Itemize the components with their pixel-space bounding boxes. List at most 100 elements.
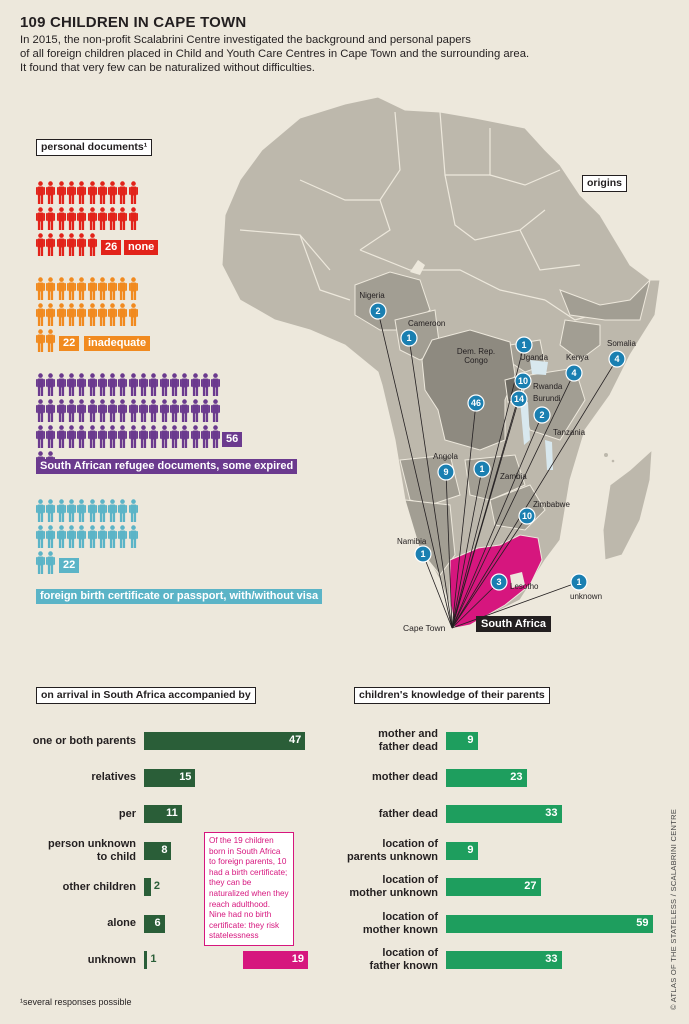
bar-category-label: relatives (91, 771, 136, 783)
bar-category-label: other children (62, 880, 136, 893)
person-icon (46, 499, 56, 523)
person-icon (190, 425, 200, 449)
origin-count: 3 (496, 577, 501, 587)
bar-category-label: mother and father dead (378, 728, 438, 753)
person-icon (149, 373, 159, 397)
bar-category-label: father dead (378, 807, 438, 820)
person-icon (87, 425, 97, 449)
origin-marker (467, 394, 485, 412)
person-icon (128, 499, 138, 523)
person-icon (77, 399, 87, 423)
bar-value-label: 15 (179, 770, 192, 783)
person-icon (87, 181, 97, 205)
origin-marker (510, 390, 528, 408)
person-icon (56, 181, 66, 205)
bar-category-label: unknown (87, 953, 136, 966)
origin-count: 14 (514, 394, 524, 404)
person-icon (66, 399, 76, 423)
person-icon (128, 525, 138, 549)
person-icon (77, 499, 87, 523)
person-icon (118, 425, 128, 449)
migration-line (451, 581, 500, 629)
person-icon (77, 425, 87, 449)
doc-inadequate-count: 22 (59, 336, 80, 351)
person-icon (108, 425, 118, 449)
person-icon (108, 499, 118, 523)
origin-count: 1 (521, 340, 526, 350)
bar-value-label: 8 (161, 843, 168, 856)
person-icon (36, 207, 45, 231)
person-icon (77, 181, 87, 205)
person-icon (36, 233, 45, 257)
bar (446, 914, 653, 933)
bar-category-label: alone (107, 917, 136, 929)
origin-count: 1 (406, 333, 411, 343)
person-icon (66, 373, 76, 397)
person-icon (159, 399, 169, 423)
person-icon (97, 303, 107, 327)
person-icon (180, 425, 190, 449)
migration-line (451, 515, 528, 629)
person-icon (66, 207, 76, 231)
person-icon (56, 499, 66, 523)
country-label: Zimbabwe (533, 500, 570, 509)
person-icon (128, 399, 138, 423)
origin-count: 10 (522, 511, 532, 521)
person-icon (66, 499, 76, 523)
person-icon (46, 303, 56, 327)
person-icon (56, 303, 66, 327)
migration-line (408, 337, 453, 629)
person-icon (139, 425, 148, 449)
bar (144, 878, 151, 896)
person-icon (36, 303, 45, 327)
page-title: 109 CHILDREN IN CAPE TOWN (20, 14, 247, 31)
person-icon (66, 525, 76, 549)
person-icon (108, 399, 118, 423)
bar (144, 768, 196, 787)
person-icon (108, 207, 118, 231)
doc-refugee-count: 56 (222, 432, 243, 447)
person-icon (169, 373, 179, 397)
origin-count: 46 (471, 398, 481, 408)
person-icon (128, 303, 138, 327)
bar-value-label: 6 (154, 916, 161, 929)
country-label: Somalia (607, 339, 636, 348)
person-icon (56, 373, 66, 397)
country-label: Zambia (500, 472, 527, 481)
person-icon (159, 373, 169, 397)
person-icon (97, 373, 107, 397)
person-icon (87, 277, 97, 301)
person-icon (211, 373, 221, 397)
person-icon (36, 181, 45, 205)
migration-line (451, 581, 580, 629)
bar (446, 768, 527, 787)
bar-value-label: 11 (166, 807, 178, 819)
cape-town-label: Cape Town (403, 623, 446, 633)
country-borders (239, 111, 611, 321)
person-icon (77, 525, 87, 549)
person-icon (87, 207, 97, 231)
bar-value-label: 1 (150, 953, 157, 965)
migration-line (445, 471, 453, 629)
person-icon (87, 303, 97, 327)
country-label: Rwanda (533, 382, 563, 391)
footnote: ¹several responses possible (20, 997, 132, 1007)
origin-marker (414, 545, 432, 563)
person-icon (77, 233, 87, 257)
credit: © ATLAS OF THE STATELESS / SCALABRINI CE… (669, 808, 678, 1010)
person-icon (77, 303, 87, 327)
documents-heading: personal documents¹ (36, 139, 153, 156)
bar-category-label: person unknown to child (48, 837, 136, 863)
person-icon (56, 277, 66, 301)
origin-count: 1 (479, 464, 484, 474)
bar-value-label: 23 (510, 770, 523, 783)
country-label: Dem. Rep. Congo (457, 347, 495, 365)
person-icon (87, 399, 97, 423)
person-icon (36, 373, 45, 397)
bar-category-label: location of parents unknown (346, 837, 438, 863)
person-icon (169, 425, 179, 449)
person-icon (87, 373, 97, 397)
person-icon (139, 373, 148, 397)
bar-value-label: 47 (288, 734, 302, 746)
doc-none-label: none (124, 240, 159, 255)
